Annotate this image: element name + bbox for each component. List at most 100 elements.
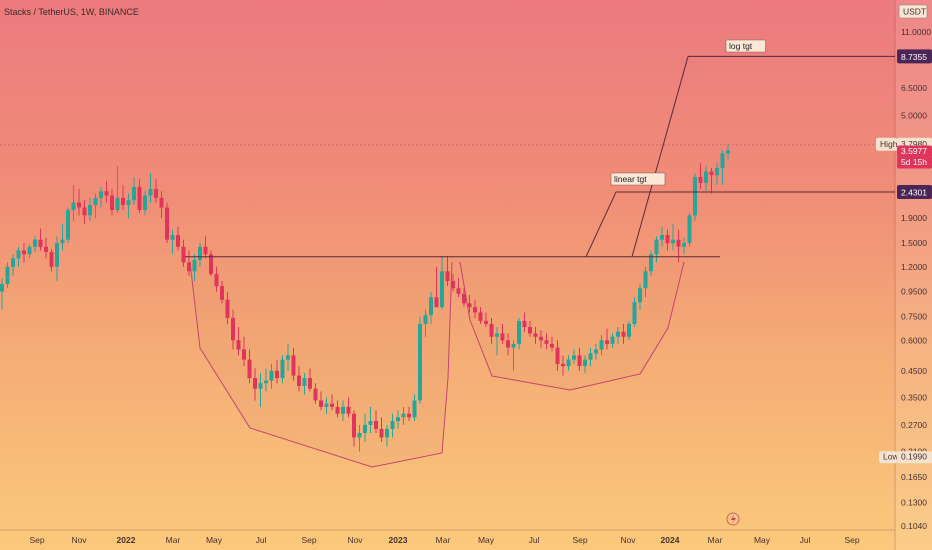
candle	[33, 236, 37, 252]
y-tick-label: 6.5000	[901, 83, 927, 93]
candle-body	[572, 355, 576, 360]
candle-body	[346, 406, 351, 414]
candle-body	[198, 246, 202, 260]
candle	[247, 349, 252, 384]
candles	[0, 144, 730, 452]
candle-body	[220, 286, 224, 300]
candle-body	[484, 320, 488, 324]
candle	[280, 355, 285, 384]
candle-body	[588, 353, 593, 360]
candle-body	[357, 433, 362, 438]
candle	[22, 243, 26, 263]
candle-body	[27, 246, 32, 255]
candle-body	[649, 254, 653, 272]
linear-tgt-label-text: linear tgt	[614, 174, 647, 184]
log-projection-line	[631, 56, 689, 257]
lightning-icon-ring	[726, 512, 740, 526]
candle	[346, 397, 351, 418]
candle-body	[594, 349, 598, 354]
countdown-badge: 5d 15h	[897, 156, 932, 169]
candle	[385, 424, 389, 447]
candle	[341, 400, 345, 422]
candle	[500, 323, 505, 344]
candle	[561, 355, 565, 376]
candle	[709, 167, 714, 194]
candle-body	[495, 333, 499, 337]
candle-body	[313, 388, 318, 401]
candle-body	[38, 239, 43, 247]
candle	[522, 312, 527, 332]
y-tick-label: 5.0000	[901, 111, 927, 121]
candle	[214, 266, 219, 292]
x-tick-label: Jul	[529, 535, 540, 545]
candle-body	[319, 400, 323, 407]
log-tgt-label-box	[725, 39, 766, 53]
cup-outline	[189, 261, 453, 468]
log-target-badge-bg	[897, 49, 932, 64]
candle	[5, 262, 10, 289]
candle	[176, 226, 180, 251]
candle-body	[544, 340, 549, 344]
countdown-badge-text: 5d 15h	[901, 157, 927, 167]
x-tick-label: Nov	[620, 535, 636, 545]
candle-body	[192, 259, 197, 272]
candle-body	[165, 207, 169, 240]
currency-badge-bg	[898, 4, 928, 19]
candle	[357, 424, 362, 452]
candle-body	[203, 246, 208, 255]
candle-body	[528, 327, 532, 334]
candle-body	[148, 189, 153, 196]
last-price-badge-text: 3.5977	[901, 146, 927, 156]
x-tick-label: Mar	[708, 535, 723, 545]
candle-body	[599, 340, 604, 350]
handle-outline	[459, 261, 685, 391]
log-tgt-label: log tgt	[725, 39, 766, 53]
candle-body	[363, 424, 367, 434]
x-tick-label: Sep	[301, 535, 316, 545]
x-tick-label: 2022	[117, 535, 136, 545]
candle-body	[709, 171, 714, 176]
candle	[566, 355, 571, 371]
candle	[478, 307, 483, 324]
linear-target-badge-bg	[897, 185, 932, 200]
candle	[390, 413, 395, 438]
y-tick-label: 1.9000	[901, 213, 927, 223]
candle-body	[253, 378, 257, 389]
candle	[319, 391, 323, 411]
annotations: log tgt linear tgt	[610, 39, 766, 186]
candle	[517, 318, 521, 350]
candle	[115, 166, 120, 213]
candle	[165, 202, 169, 244]
price-axis: 11.0000 6.5000 5.0000 1.9000 1.5000 1.2000 0.9…	[876, 0, 932, 550]
low-price-badge-bg	[897, 451, 932, 464]
candle	[77, 189, 81, 216]
candle-body	[247, 359, 252, 379]
candle	[671, 223, 675, 251]
candle-body	[434, 297, 439, 308]
candle	[27, 244, 32, 259]
candle-body	[506, 340, 510, 348]
candle-body	[500, 333, 505, 341]
candle	[159, 191, 164, 219]
candle	[429, 291, 433, 324]
candle	[379, 417, 384, 442]
x-tick-label: Nov	[347, 535, 363, 545]
candle	[203, 236, 208, 259]
candle-body	[335, 406, 340, 414]
linear-projection-line	[585, 191, 617, 257]
candle-body	[665, 235, 670, 244]
candle	[687, 212, 692, 247]
candle	[209, 250, 213, 277]
candle	[660, 226, 664, 247]
candle-body	[627, 323, 631, 337]
candle-body	[379, 428, 384, 438]
candle	[605, 328, 609, 350]
candle-body	[352, 413, 356, 438]
x-tick-label: Nov	[71, 535, 87, 545]
candle	[16, 246, 21, 267]
candle	[231, 309, 235, 350]
candle-body	[643, 271, 648, 289]
candle	[451, 274, 455, 292]
linear-target-badge: 2.4301	[897, 185, 932, 200]
